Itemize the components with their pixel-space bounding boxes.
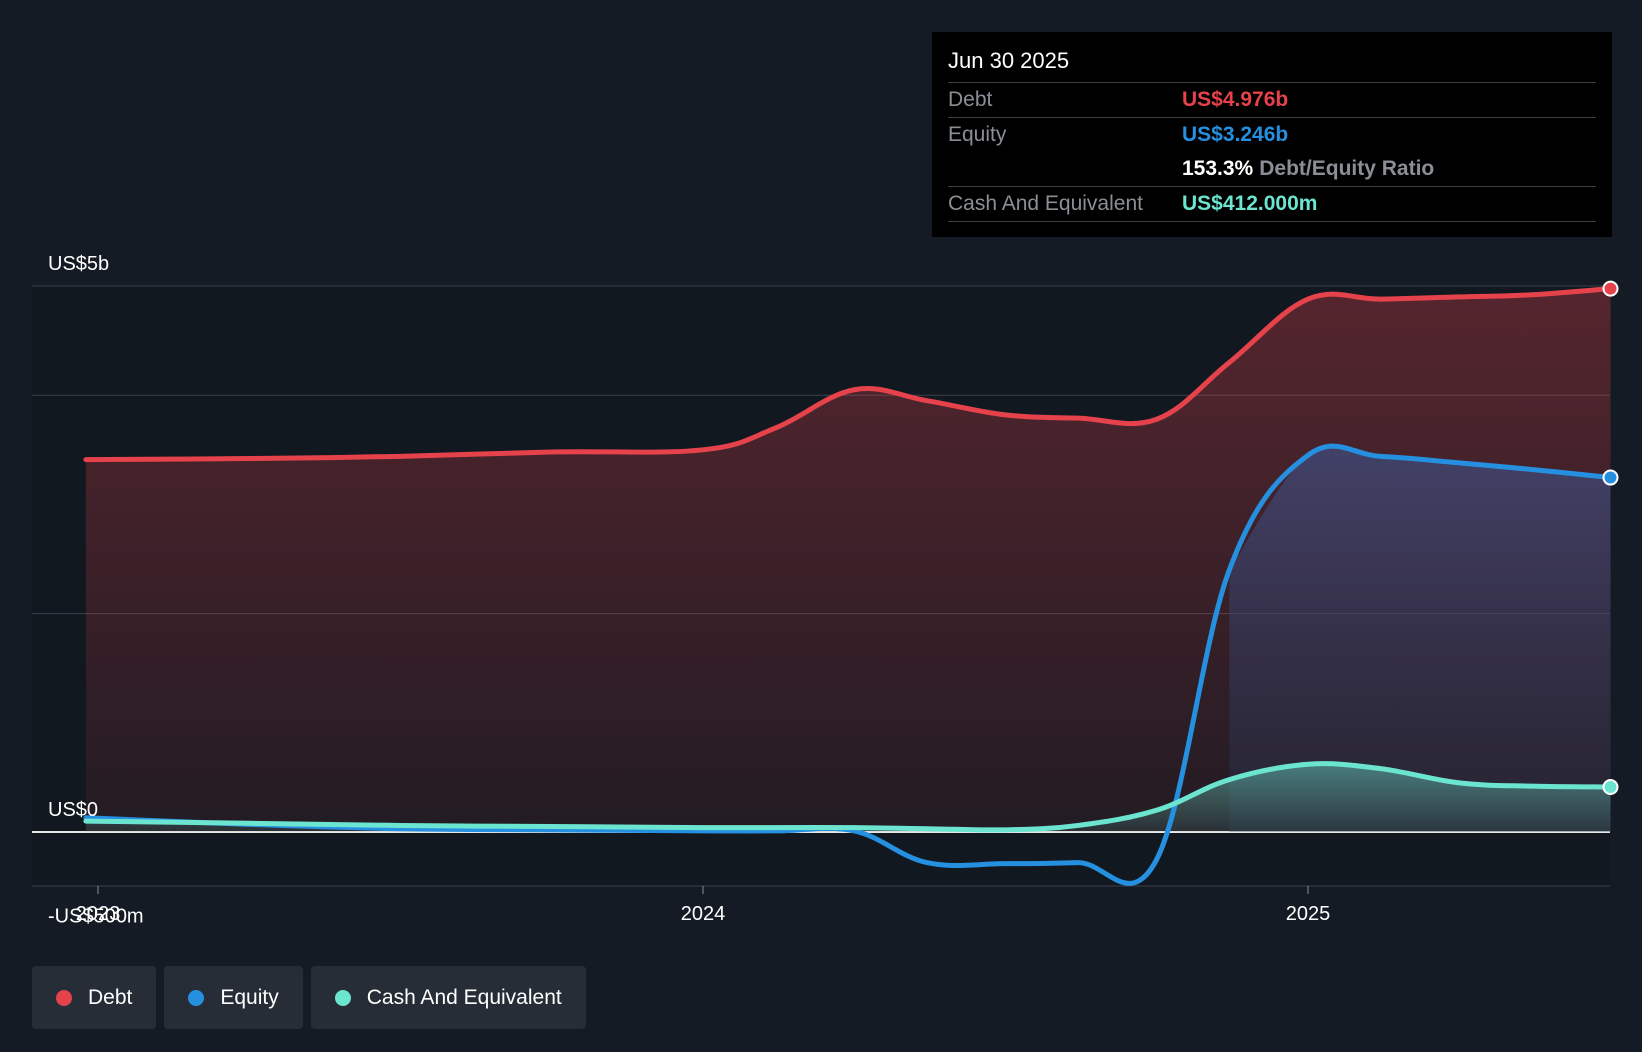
point-debt [1602, 280, 1619, 297]
point-cash [1602, 779, 1619, 796]
legend: Debt Equity Cash And Equivalent [32, 966, 586, 1029]
tooltip-cash-label: Cash And Equivalent [948, 192, 1143, 215]
line-debt [83, 286, 1613, 463]
tooltip-date: Jun 30 2025 [948, 46, 1596, 83]
tooltip-debt-row: Debt US$4.976b [948, 83, 1596, 118]
line-equity [83, 443, 1613, 886]
x-tick-label: 2025 [1286, 903, 1331, 925]
point-equity [1602, 469, 1619, 486]
tooltip-ratio-value: 153.3% [1182, 157, 1254, 180]
line-cash [83, 761, 1613, 833]
tooltip-debt-value: US$4.976b [1182, 88, 1289, 111]
tooltip-equity-row: Equity US$3.246b [948, 118, 1596, 152]
legend-label: Debt [88, 985, 133, 1009]
legend-label: Cash And Equivalent [366, 985, 562, 1009]
legend-dot-icon [334, 989, 351, 1006]
y-tick-label: US$5b [48, 253, 109, 275]
tooltip-cash-row: Cash And Equivalent US$412.000m [948, 187, 1596, 222]
tooltip-cash-value: US$412.000m [1182, 192, 1318, 215]
y-tick-label: US$0 [48, 799, 98, 821]
legend-item-equity[interactable]: Equity [164, 966, 303, 1029]
legend-item-debt[interactable]: Debt [32, 966, 157, 1029]
legend-label: Equity [220, 985, 279, 1009]
tooltip-ratio-label: Debt/Equity Ratio [1259, 157, 1435, 180]
legend-dot-icon [188, 989, 205, 1006]
x-tick-label: 2024 [681, 903, 726, 925]
legend-item-cash[interactable]: Cash And Equivalent [310, 966, 586, 1029]
tooltip-equity-label: Equity [948, 123, 1007, 146]
tooltip: Jun 30 2025 Debt US$4.976b Equity US$3.2… [932, 32, 1612, 237]
tooltip-ratio-row: 153.3% Debt/Equity Ratio [948, 152, 1596, 187]
x-tick-label: 2023 [76, 903, 121, 925]
tooltip-equity-value: US$3.246b [1182, 123, 1289, 146]
y-tick-label: -US$500m [48, 906, 144, 928]
tooltip-debt-label: Debt [948, 88, 993, 111]
legend-dot-icon [56, 989, 72, 1006]
area-equity [1229, 446, 1611, 832]
